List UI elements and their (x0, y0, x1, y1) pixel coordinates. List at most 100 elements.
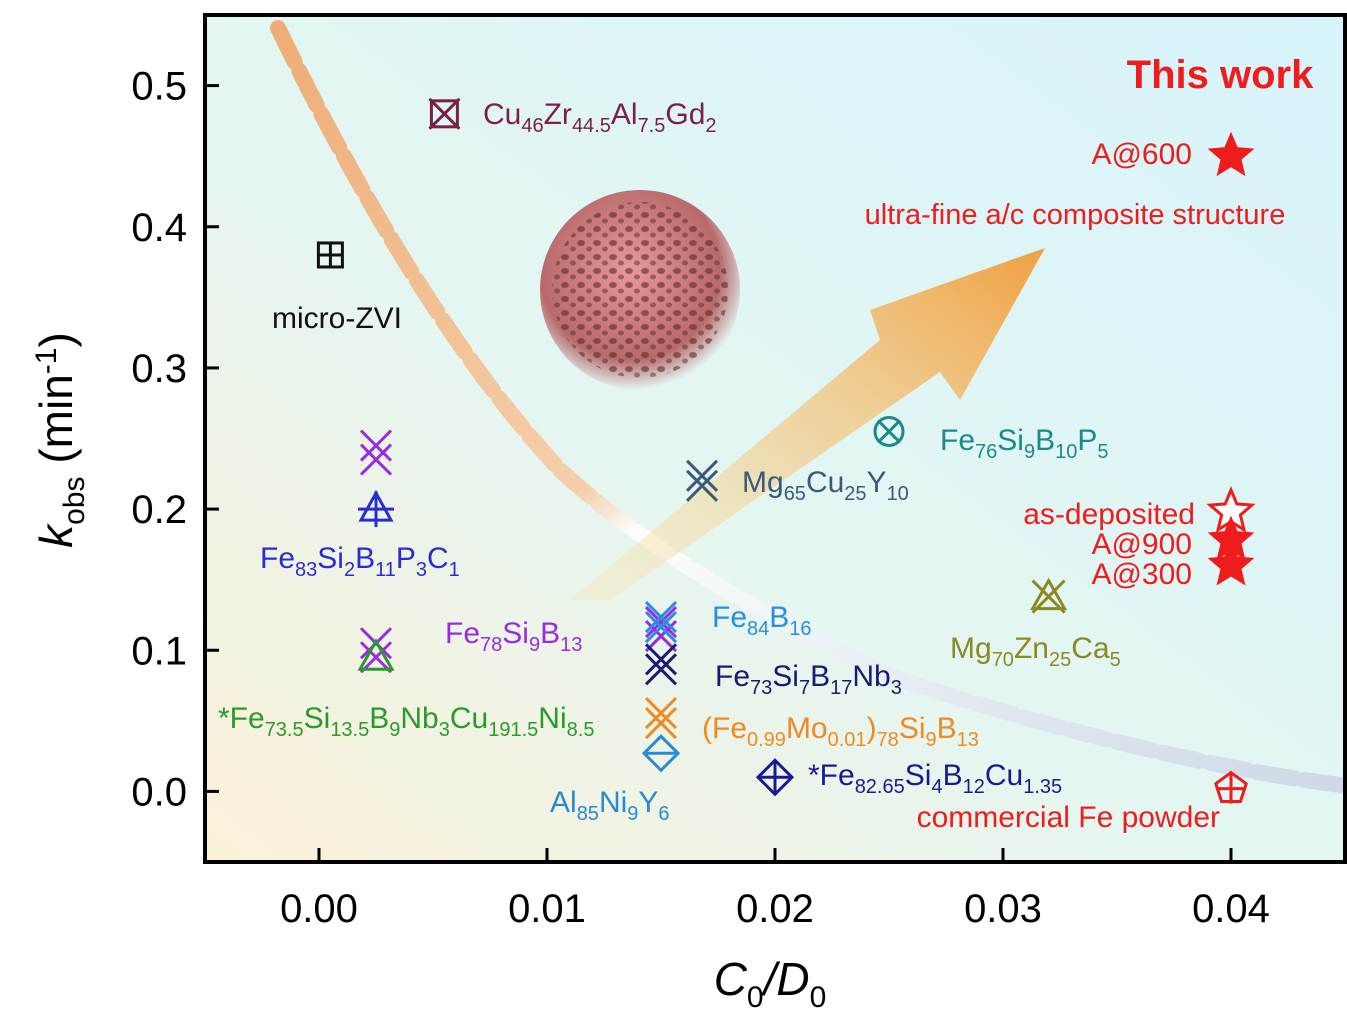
label-part: B (355, 542, 375, 575)
label-part: B (769, 601, 789, 634)
label-part: 5 (1110, 649, 1121, 671)
label-part: B (943, 759, 963, 792)
label-part: micro-ZVI (272, 302, 402, 335)
label-part: B (369, 702, 389, 735)
label-part: 65 (784, 483, 806, 505)
label-part: 8.5 (567, 719, 595, 741)
label-part: 25 (844, 483, 866, 505)
label-part: Si (899, 712, 926, 745)
annotation: This work (1127, 53, 1314, 97)
label-part: 7 (799, 677, 810, 699)
label-part: Si (772, 660, 799, 693)
x-tick-label: 0.00 (280, 887, 358, 931)
label-part: 13 (957, 729, 979, 751)
point-label: commercial Fe powder (917, 801, 1220, 834)
label-part: Fe (445, 617, 480, 650)
point-label: A@300 (1091, 558, 1192, 591)
label-part: 25 (1049, 649, 1071, 671)
label-part: P (396, 542, 416, 575)
label-part: Y (867, 466, 887, 499)
label-part: A@900 (1091, 528, 1192, 561)
label-part: 3 (416, 559, 427, 581)
label-part: 9 (926, 729, 937, 751)
y-label-part: k (30, 523, 82, 548)
label-part: Fe (940, 424, 975, 457)
label-part: 76 (975, 441, 997, 463)
label-part: Zn (1014, 632, 1049, 665)
label-part: 73.5 (265, 719, 304, 741)
point-label: as-deposited (1023, 498, 1195, 531)
x-tick-label: 0.03 (964, 887, 1042, 931)
y-label-part: (min (30, 374, 82, 476)
label-part: P (1077, 424, 1097, 457)
label-part: Si (304, 702, 331, 735)
x-label-part: /D (761, 953, 810, 1005)
label-part: 70 (992, 649, 1014, 671)
label-part: 3 (891, 677, 902, 699)
label-part: 9 (529, 634, 540, 656)
label-part: A@300 (1091, 558, 1192, 591)
label-part: ) (867, 712, 877, 745)
label-part: 12 (963, 776, 985, 798)
label-part: Nb (852, 660, 890, 693)
label-part: Al (611, 98, 638, 131)
label-part: 13.5 (330, 719, 369, 741)
label-part: 5 (1097, 441, 1108, 463)
label-part: Zr (544, 98, 572, 131)
label-part: Cu (450, 702, 488, 735)
label-part: as-deposited (1023, 498, 1195, 531)
label-part: Gd (665, 98, 705, 131)
label-part: C (427, 542, 449, 575)
y-label-part: ) (30, 332, 82, 347)
label-part: 13 (560, 634, 582, 656)
label-part: 73 (750, 677, 772, 699)
label-part: Si (905, 759, 932, 792)
y-tick-label: 0.3 (131, 347, 187, 391)
label-part: Fe (712, 601, 747, 634)
label-part: Ca (1071, 632, 1110, 665)
label-part: B (937, 712, 957, 745)
y-tick-label: 0.0 (131, 770, 187, 814)
label-part: 1 (449, 559, 460, 581)
label-part: 0.01 (828, 729, 867, 751)
label-part: B (810, 660, 830, 693)
label-part: 16 (789, 618, 811, 640)
label-part: 7.5 (638, 115, 666, 137)
particle-pores (552, 202, 728, 378)
x-label-part: 0 (747, 981, 764, 1014)
label-part: Mg (742, 466, 784, 499)
point-label: micro-ZVI (272, 302, 402, 335)
page: {"chart_data":{"type":"scatter", "xlabel… (0, 0, 1347, 1018)
label-part: Ni (538, 702, 566, 735)
label-part: Fe (260, 542, 295, 575)
label-part: 191.5 (488, 719, 538, 741)
x-label-part: C (714, 953, 748, 1005)
label-part: 10 (1055, 441, 1077, 463)
label-part: 82.65 (855, 776, 905, 798)
label-part: 4 (931, 776, 942, 798)
label-part: 6 (658, 803, 669, 825)
label-part: 2 (705, 115, 716, 137)
label-part: B (540, 617, 560, 650)
label-part: 9 (627, 803, 638, 825)
label-part: *Fe (808, 759, 855, 792)
label-part: 0.99 (747, 729, 786, 751)
label-part: 9 (1024, 441, 1035, 463)
y-tick-label: 0.5 (131, 65, 187, 109)
label-part: B (1035, 424, 1055, 457)
label-part: 83 (295, 559, 317, 581)
label-part: Nb (400, 702, 438, 735)
label-part: Si (997, 424, 1024, 457)
y-axis-label: kobs (min-1) (30, 332, 91, 548)
label-part: 2 (344, 559, 355, 581)
y-tick-label: 0.1 (131, 629, 187, 673)
label-part: 78 (877, 729, 899, 751)
label-part: Cu (806, 466, 844, 499)
annotation: ultra-fine a/c composite structure (865, 199, 1286, 231)
label-part: Si (317, 542, 344, 575)
label-part: 17 (830, 677, 852, 699)
label-part: 78 (480, 634, 502, 656)
label-part: 85 (577, 803, 599, 825)
y-tick-label: 0.2 (131, 488, 187, 532)
label-part: Si (502, 617, 529, 650)
